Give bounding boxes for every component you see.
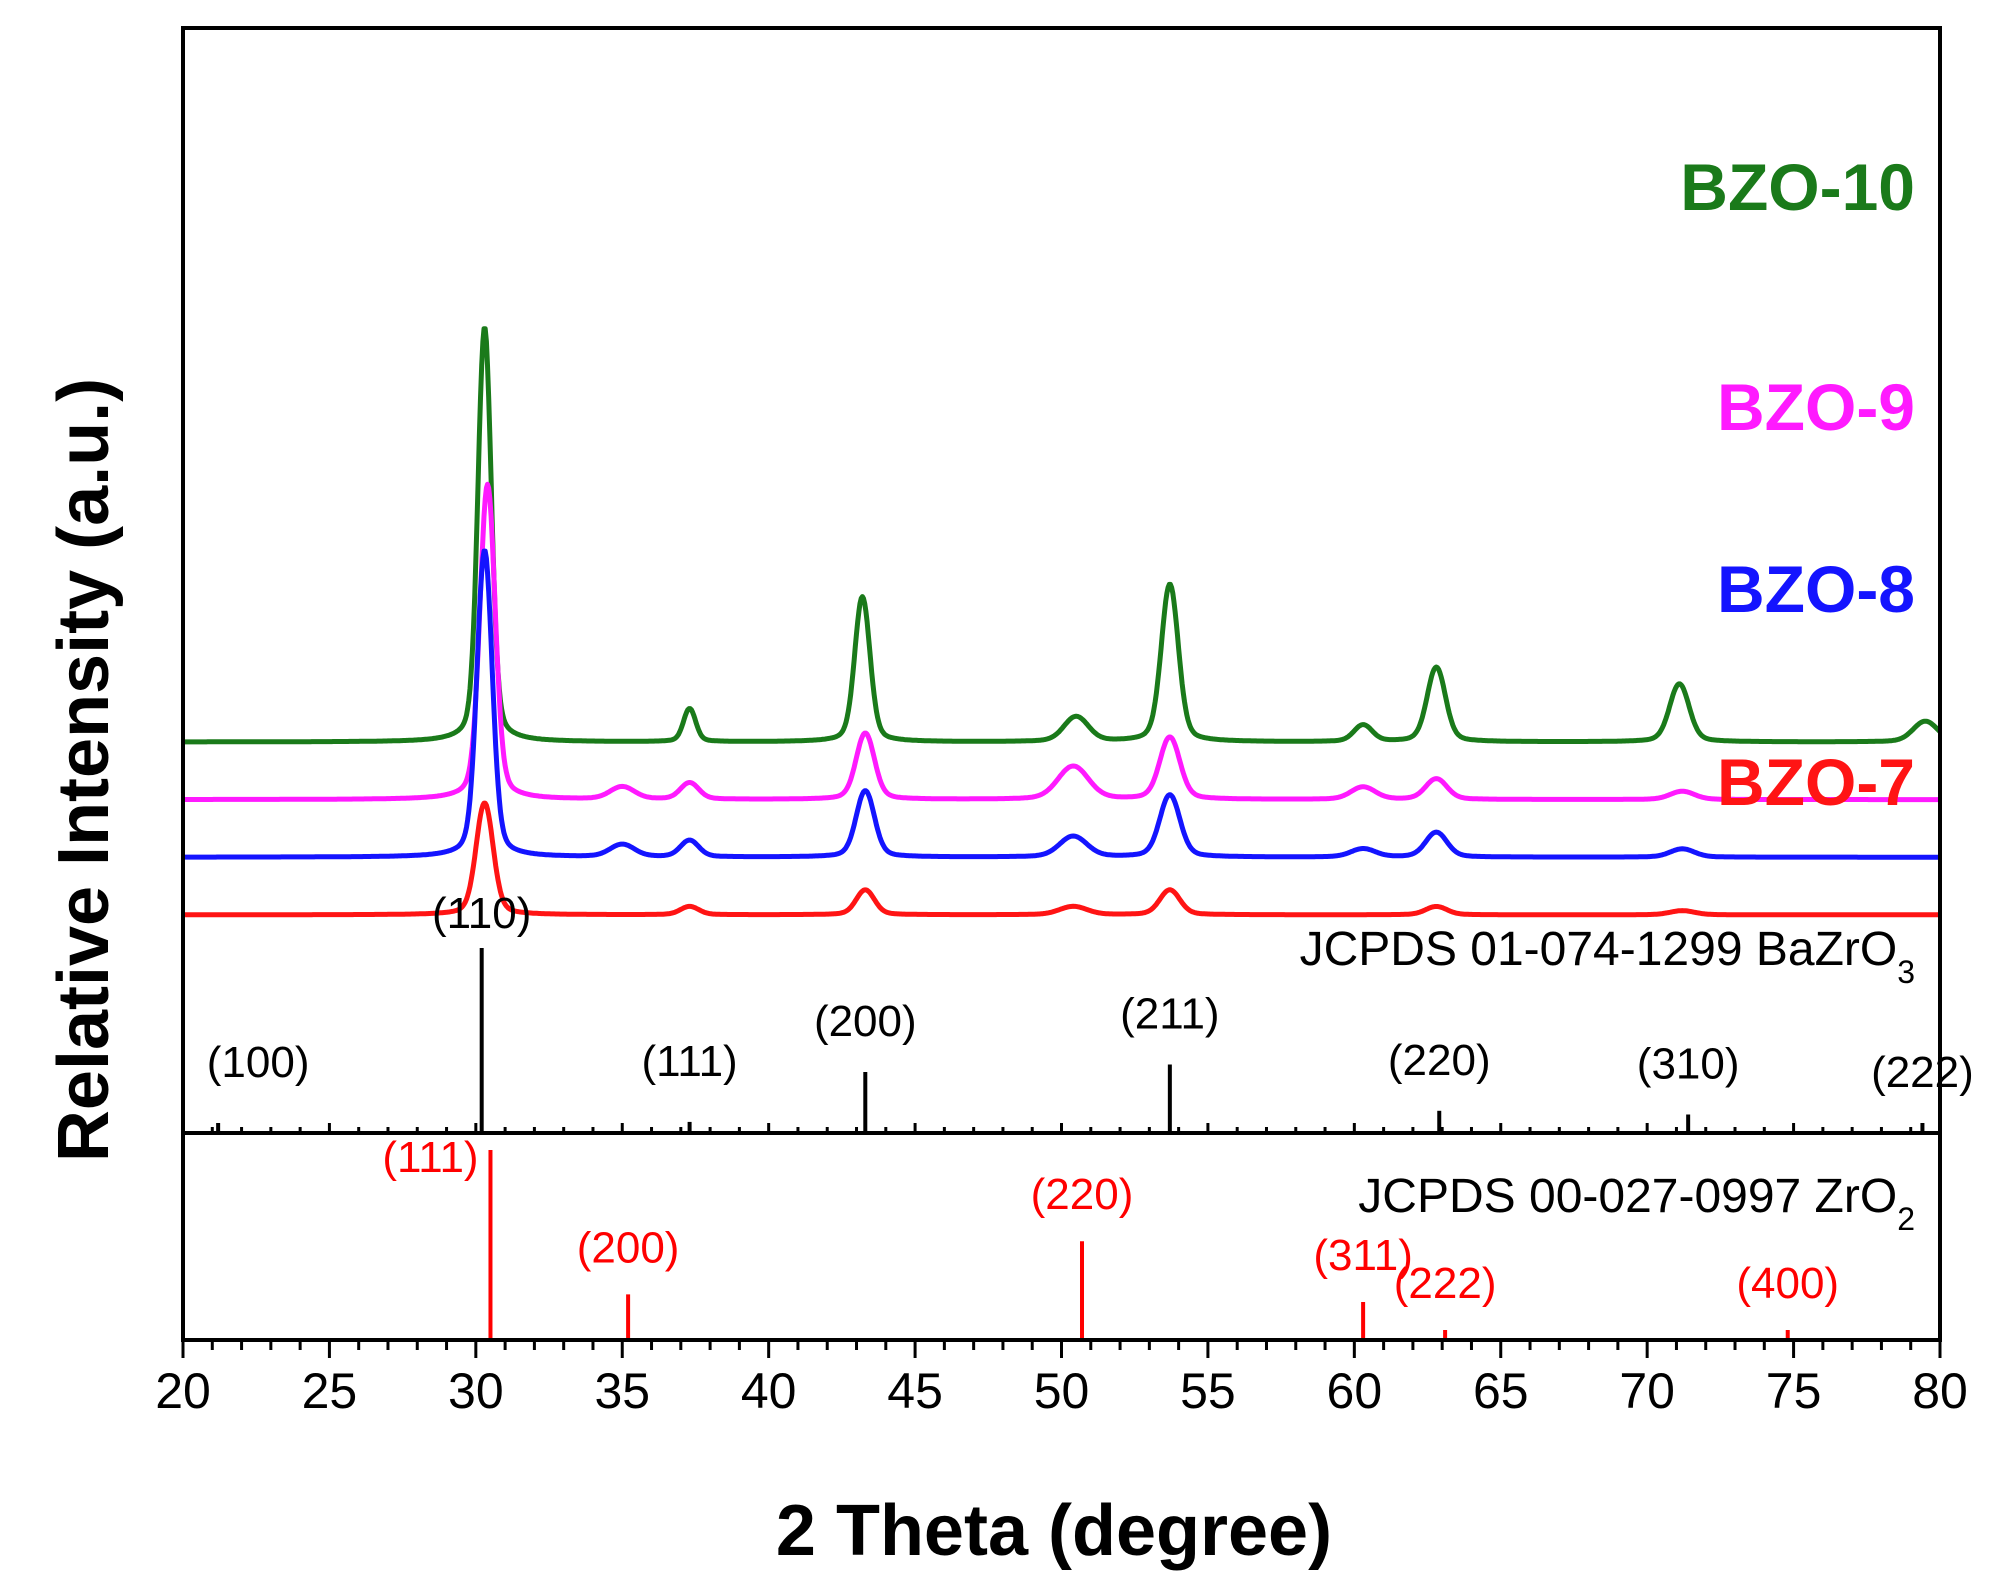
x-tick-label: 50 — [1034, 1363, 1090, 1419]
series-label-bzo-7: BZO-7 — [1717, 745, 1915, 819]
hkl-label: (211) — [1120, 990, 1219, 1039]
reference-title-1: JCPDS 01-074-1299 BaZrO3 — [1300, 923, 1915, 990]
hkl-label: (222) — [1394, 1259, 1497, 1308]
x-axis-ticks: 20 25 30 35 40 45 50 55 60 65 70 75 80 — [155, 1123, 1968, 1419]
series-label-bzo-8: BZO-8 — [1717, 552, 1915, 626]
series-line-bzo-10 — [181, 326, 1942, 745]
series-line-bzo-9 — [181, 481, 1942, 803]
reference-layer: (100) (110) (111) (200) (211) (220) (310) (222)… — [207, 889, 1974, 1340]
x-tick-label: 80 — [1912, 1363, 1968, 1419]
x-tick-label: 45 — [887, 1363, 943, 1419]
series-label-layer: BZO-10 BZO-9 BZO-8 BZO-7 — [1680, 150, 1915, 819]
hkl-label: (220) — [1031, 1170, 1134, 1219]
x-tick-label: 40 — [741, 1363, 797, 1419]
x-tick-label: 20 — [155, 1363, 211, 1419]
x-tick-label: 30 — [448, 1363, 504, 1419]
series-label-bzo-10: BZO-10 — [1680, 150, 1915, 224]
reference-title-2: JCPDS 00-027-0997 ZrO2 — [1358, 1170, 1915, 1237]
hkl-label: (200) — [814, 997, 917, 1046]
series-layer — [181, 326, 1942, 918]
x-tick-label: 55 — [1180, 1363, 1236, 1419]
x-tick-label: 25 — [302, 1363, 358, 1419]
hkl-label: (400) — [1736, 1259, 1839, 1308]
reference-pattern-2: (111) (200) (220) (311)(222) (400) JCPDS 00-0… — [382, 1133, 1915, 1340]
hkl-label: (111) — [642, 1037, 738, 1086]
hkl-label: (110) — [432, 889, 531, 938]
hkl-label: (111) — [382, 1133, 478, 1182]
x-axis-title: 2 Theta (degree) — [776, 1491, 1332, 1571]
y-axis-title: Relative Intensity (a.u.) — [44, 378, 124, 1162]
x-tick-label: 35 — [594, 1363, 650, 1419]
hkl-label: (200) — [577, 1223, 680, 1272]
hkl-label: (222) — [1871, 1048, 1974, 1097]
x-tick-label: 75 — [1766, 1363, 1822, 1419]
x-tick-label: 60 — [1327, 1363, 1383, 1419]
hkl-label: (310) — [1637, 1040, 1740, 1089]
x-tick-label: 65 — [1473, 1363, 1529, 1419]
series-label-bzo-9: BZO-9 — [1717, 370, 1915, 444]
hkl-label: (311) — [1313, 1231, 1412, 1280]
series-line-bzo-7 — [181, 800, 1942, 918]
series-line-bzo-8 — [181, 548, 1942, 860]
hkl-label: (220) — [1388, 1036, 1491, 1085]
x-tick-label: 70 — [1619, 1363, 1675, 1419]
hkl-label: (100) — [207, 1038, 310, 1087]
reference-pattern-1: (100) (110) (111) (200) (211) (220) (310) (222)… — [207, 889, 1974, 1133]
